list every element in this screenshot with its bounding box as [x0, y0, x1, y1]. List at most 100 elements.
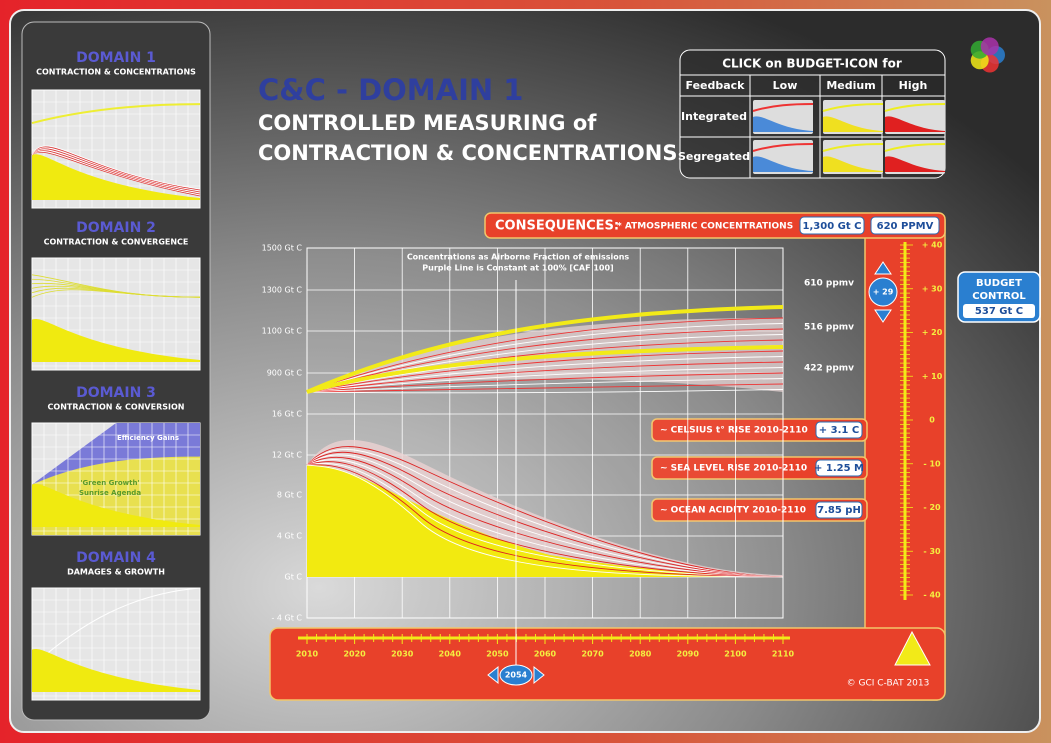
icon-curve — [822, 143, 884, 152]
fan-line — [306, 317, 784, 393]
fan-line — [306, 361, 784, 393]
y-label: - 4 Gt C — [271, 614, 302, 623]
fan-line — [306, 463, 784, 578]
scale-label: - 30 — [923, 547, 941, 556]
x-label: 2050 — [486, 650, 509, 659]
budget-control-value: 537 Gt C — [975, 306, 1023, 317]
page-title: C&C - DOMAIN 1 — [258, 73, 523, 107]
year-slider[interactable]: 2054 — [487, 664, 545, 686]
x-label: 2030 — [391, 650, 414, 659]
icon-curve — [884, 103, 946, 112]
icon-curve — [752, 143, 814, 152]
mini-line — [31, 145, 201, 190]
mini-line — [31, 151, 201, 196]
indicator-bar — [651, 456, 868, 480]
chart-note: Purple Line is Constant at 100% [CAF 100… — [422, 264, 613, 273]
x-label: 2100 — [724, 650, 747, 659]
budget-icon[interactable] — [752, 100, 814, 134]
budget-control-label: BUDGET — [976, 278, 1022, 289]
slider-arrows — [874, 261, 892, 323]
y-label: 1500 Gt C — [262, 244, 303, 253]
icon-curve — [823, 156, 883, 172]
icon-curve — [753, 156, 813, 172]
column-header: Feedback — [686, 79, 746, 92]
mini-line — [31, 146, 201, 191]
x-label: 2090 — [677, 650, 700, 659]
fan-line — [306, 328, 784, 393]
fan-line — [306, 461, 784, 578]
x-label: 2040 — [439, 650, 462, 659]
budget-icon[interactable] — [822, 100, 884, 134]
domain-subtitle: CONTRACTION & CONVERGENCE — [44, 238, 189, 247]
fan-line — [306, 454, 784, 578]
indicator-label: ~ CELSIUS t° RISE 2010-2110 — [660, 426, 808, 436]
value-box — [815, 421, 863, 439]
fan-line — [306, 389, 784, 394]
scale-label: + 20 — [922, 328, 943, 337]
consequences-label: CONSEQUENCES: — [495, 219, 619, 234]
x-label: 2060 — [534, 650, 557, 659]
scale-label: 0 — [929, 416, 935, 425]
y-label: 1300 Gt C — [262, 286, 303, 295]
fan-line — [306, 372, 784, 393]
scale-slider[interactable]: + 29 — [868, 261, 898, 323]
value-box — [870, 216, 940, 235]
fan-line — [306, 446, 784, 578]
row-header: Integrated — [681, 110, 747, 123]
domain-title: DOMAIN 2 — [76, 220, 156, 236]
fan-line — [306, 367, 784, 393]
domain-subtitle: CONTRACTION & CONCENTRATIONS — [36, 68, 196, 77]
page-subtitle: CONTROLLED MEASURING of — [258, 111, 597, 135]
fan-line — [306, 456, 784, 578]
scale-label: - 40 — [923, 591, 941, 600]
mini-line — [31, 147, 201, 192]
ppmv-label: 610 ppmv — [804, 279, 854, 289]
domain-title: DOMAIN 4 — [76, 550, 156, 566]
budget-icon[interactable] — [822, 140, 884, 174]
copyright: © GCI C-BAT 2013 — [847, 679, 930, 689]
indicator-label: ~ SEA LEVEL RISE 2010-2110 — [660, 464, 807, 474]
slider-arrows — [487, 665, 545, 685]
timeline-bar — [269, 627, 946, 701]
x-label: 2010 — [296, 650, 319, 659]
value-box — [963, 304, 1035, 318]
mini-area — [32, 318, 200, 362]
mini-line — [31, 148, 201, 193]
column-header: High — [899, 79, 928, 92]
chart-note: Concentrations as Airborne Fraction of e… — [407, 253, 630, 262]
domain-title: DOMAIN 3 — [76, 385, 156, 401]
y-label: 16 Gt C — [272, 410, 303, 419]
budget-icon[interactable] — [752, 140, 814, 174]
slider-knob — [868, 277, 898, 307]
budget-icon[interactable] — [884, 140, 946, 174]
slider-knob — [499, 664, 533, 686]
emission-area — [307, 464, 783, 577]
scale-label: + 10 — [922, 372, 943, 381]
fan-line — [306, 356, 784, 393]
indicator-value: + 3.1 C — [819, 425, 859, 436]
value-box — [815, 501, 863, 519]
y-label: 4 Gt C — [277, 532, 303, 541]
scale-label: + 40 — [922, 241, 943, 250]
column-header: Low — [773, 79, 798, 92]
fan-line — [306, 383, 784, 393]
mini-line — [31, 150, 201, 195]
x-label: 2070 — [581, 650, 604, 659]
fan-line — [306, 451, 784, 578]
budget-control-label: CONTROL — [972, 291, 1026, 302]
domain-title: DOMAIN 1 — [76, 50, 156, 66]
year-value: 2054 — [505, 671, 528, 680]
page-subtitle: CONTRACTION & CONCENTRATIONS — [258, 141, 677, 165]
slider-value: + 29 — [873, 288, 894, 297]
icon-curve — [884, 143, 946, 152]
fan-line — [306, 350, 784, 393]
scale-label: - 10 — [923, 459, 941, 468]
ppmv-label: 422 ppmv — [804, 364, 854, 374]
budget-icon[interactable] — [884, 100, 946, 134]
value-box — [799, 216, 865, 235]
mini-line — [31, 587, 201, 667]
concentrations-gtc: 1,300 Gt C — [803, 221, 862, 232]
budget-control[interactable]: BUDGET CONTROL 537 Gt C — [957, 271, 1041, 323]
mini-line — [31, 289, 201, 298]
